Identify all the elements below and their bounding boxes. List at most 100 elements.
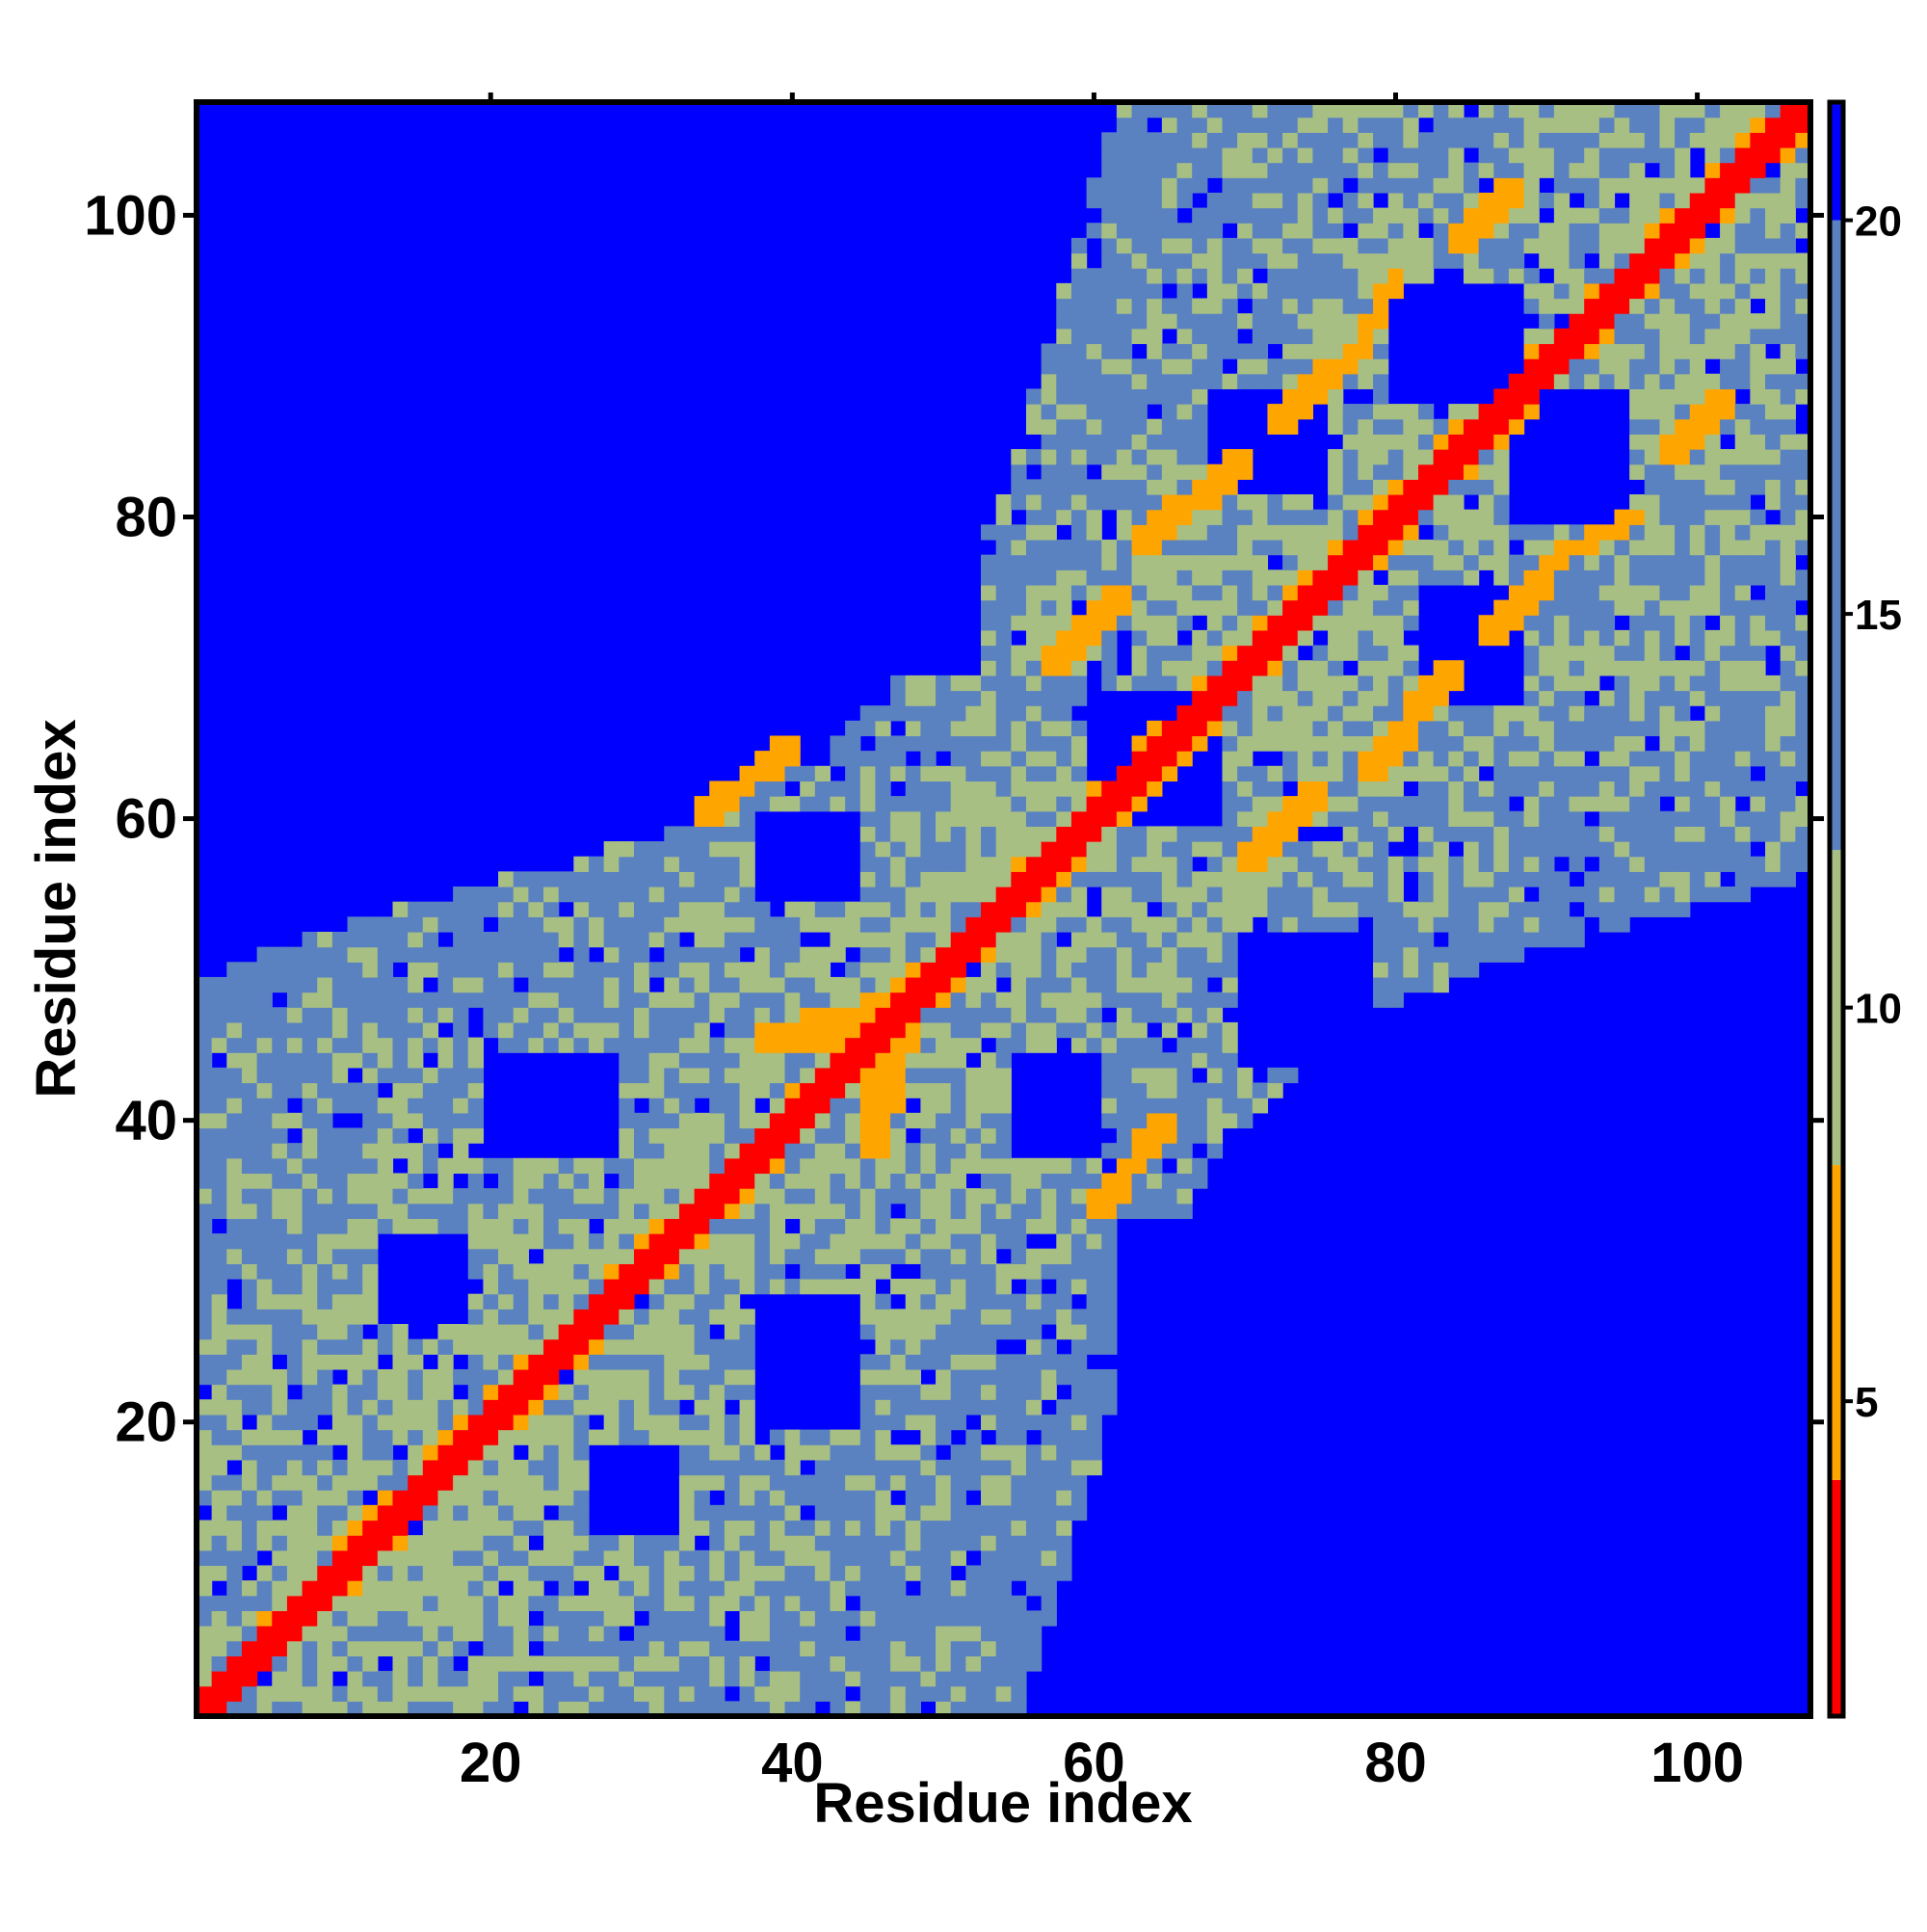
heatmap-cell <box>1358 237 1374 254</box>
heatmap-cell <box>830 1535 846 1551</box>
heatmap-cell <box>603 1293 620 1310</box>
heatmap-cell <box>936 1157 952 1175</box>
heatmap-cell <box>859 781 877 797</box>
heatmap-cell <box>302 1580 318 1597</box>
heatmap-cell <box>905 705 921 722</box>
heatmap-cell <box>890 841 907 858</box>
heatmap-cell <box>1131 237 1148 254</box>
heatmap-cell <box>1433 418 1449 435</box>
heatmap-cell <box>920 1640 937 1656</box>
heatmap-cell <box>1237 871 1254 887</box>
heatmap-cell <box>317 931 333 948</box>
heatmap-cell <box>483 1218 499 1234</box>
heatmap-cell <box>1523 328 1540 345</box>
heatmap-cell <box>890 1595 907 1612</box>
heatmap-cell <box>362 1474 379 1491</box>
heatmap-cell <box>302 1157 318 1175</box>
heatmap-cell <box>1025 916 1043 933</box>
heatmap-cell <box>1206 1052 1224 1069</box>
heatmap-cell <box>1176 463 1193 480</box>
heatmap-cell <box>1011 1655 1027 1672</box>
heatmap-cell <box>1312 705 1329 722</box>
heatmap-cell <box>936 1640 952 1656</box>
heatmap-cell <box>1101 479 1118 495</box>
heatmap-cell <box>1206 343 1224 359</box>
heatmap-cell <box>467 1474 485 1491</box>
heatmap-cell <box>664 1127 680 1144</box>
heatmap-cell <box>1041 539 1057 556</box>
heatmap-cell <box>197 1474 213 1491</box>
heatmap-cell <box>392 1384 409 1400</box>
heatmap-cell <box>905 1007 921 1023</box>
heatmap-cell <box>498 1338 515 1355</box>
heatmap-cell <box>1358 479 1374 495</box>
heatmap-cell <box>302 1021 318 1039</box>
heatmap-cell <box>905 916 921 933</box>
heatmap-cell <box>1222 494 1238 511</box>
heatmap-cell <box>1539 675 1555 692</box>
heatmap-cell <box>226 962 243 978</box>
heatmap-cell <box>1448 434 1465 450</box>
heatmap-cell <box>1267 781 1283 797</box>
heatmap-cell <box>483 1203 499 1220</box>
heatmap-cell <box>558 1474 574 1491</box>
heatmap-cell <box>936 871 952 887</box>
heatmap-cell <box>1237 449 1254 465</box>
heatmap-cell <box>1614 856 1630 872</box>
heatmap-cell <box>1358 796 1374 812</box>
heatmap-cell <box>1161 660 1178 676</box>
heatmap-cell <box>965 1474 982 1491</box>
heatmap-cell <box>543 1354 560 1370</box>
heatmap-cell <box>1192 177 1208 194</box>
heatmap-cell <box>558 1520 574 1536</box>
heatmap-cell <box>377 1323 394 1340</box>
heatmap-cell <box>483 1233 499 1250</box>
heatmap-cell <box>483 1021 499 1039</box>
heatmap-cell <box>211 1535 227 1551</box>
heatmap-cell <box>694 1218 710 1234</box>
heatmap-cell <box>1267 298 1283 314</box>
heatmap-cell <box>995 1007 1012 1023</box>
heatmap-cell <box>845 1671 861 1687</box>
heatmap-cell <box>1463 901 1480 917</box>
heatmap-cell <box>603 1263 620 1280</box>
heatmap-cell <box>845 931 861 948</box>
heatmap-cell <box>1584 117 1600 133</box>
heatmap-cell <box>573 1701 590 1717</box>
heatmap-cell <box>920 871 937 887</box>
heatmap-cell <box>1598 237 1616 254</box>
heatmap-cell <box>331 1640 349 1656</box>
heatmap-cell <box>1147 856 1163 872</box>
heatmap-cell <box>1493 931 1510 948</box>
heatmap-cell <box>1433 223 1449 239</box>
heatmap-cell <box>739 1520 755 1536</box>
heatmap-cell <box>709 1444 726 1461</box>
heatmap-cell <box>709 976 726 993</box>
heatmap-cell <box>573 1248 590 1264</box>
heatmap-cell <box>936 1565 952 1581</box>
heatmap-cell <box>1237 358 1254 375</box>
heatmap-cell <box>1192 1007 1208 1023</box>
heatmap-cell <box>1297 599 1314 616</box>
heatmap-cell <box>1161 479 1178 495</box>
heatmap-cell <box>1448 856 1465 872</box>
heatmap-cell <box>1161 1112 1178 1129</box>
heatmap-cell <box>905 1626 921 1642</box>
heatmap-cell <box>830 1067 846 1084</box>
heatmap-cell <box>543 1459 560 1476</box>
heatmap-cell <box>1192 1052 1208 1069</box>
heatmap-cell <box>814 1444 832 1461</box>
heatmap-cell <box>1147 887 1163 903</box>
heatmap-cell <box>739 1127 755 1144</box>
heatmap-cell <box>362 1112 379 1129</box>
heatmap-cell <box>1101 781 1118 797</box>
heatmap-cell <box>619 1535 635 1551</box>
heatmap-cell <box>1312 569 1329 586</box>
heatmap-cell <box>1598 720 1616 737</box>
heatmap-cell <box>1358 313 1374 330</box>
heatmap-cell <box>1373 313 1389 330</box>
heatmap-cell <box>1041 1490 1057 1506</box>
heatmap-cell <box>498 1626 515 1642</box>
heatmap-cell <box>1192 237 1208 254</box>
heatmap-cell <box>1358 690 1374 706</box>
